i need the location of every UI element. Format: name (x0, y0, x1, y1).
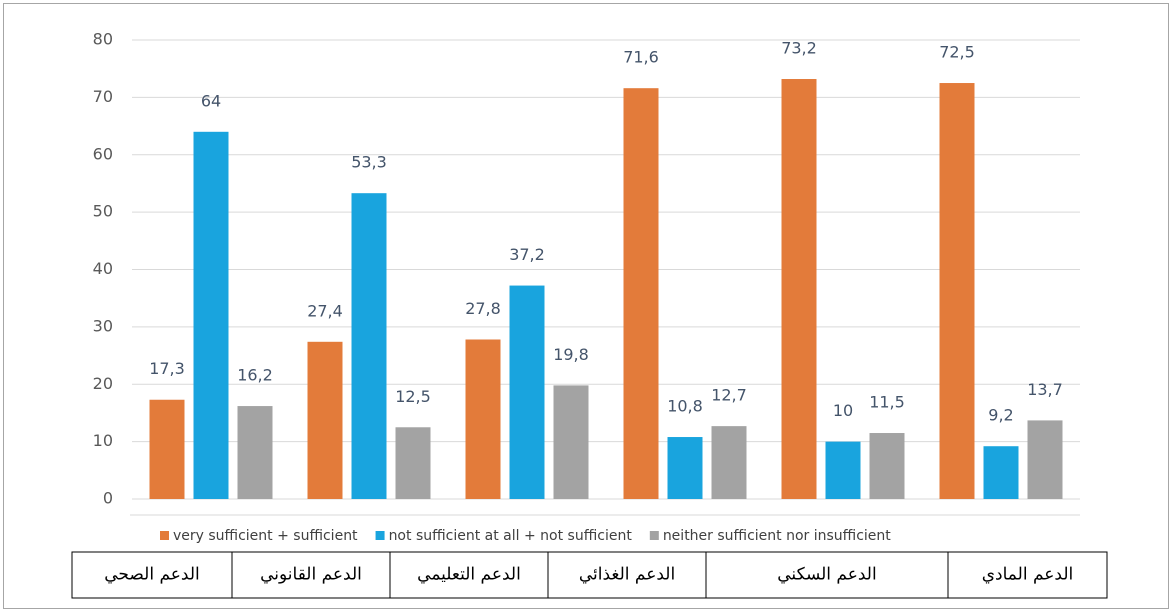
legend-label: not sufficient at all + not sufficient (389, 528, 633, 544)
data-label: 17,3 (149, 359, 185, 378)
data-label: 27,4 (307, 301, 343, 320)
data-label: 53,3 (351, 153, 387, 172)
legend-swatch (375, 531, 385, 540)
y-tick-label: 50 (93, 202, 113, 221)
frame (3, 3, 1169, 609)
bar (193, 131, 229, 500)
data-label: 72,5 (939, 43, 975, 62)
bar (869, 433, 905, 499)
bar (307, 341, 343, 499)
data-label: 71,6 (623, 48, 659, 67)
data-label: 12,5 (395, 387, 431, 406)
data-label: 10,8 (667, 397, 703, 416)
bar (149, 399, 185, 499)
bar (395, 427, 431, 499)
bar (781, 79, 817, 499)
category-label: الدعم المادي (982, 565, 1073, 585)
data-label: 19,8 (553, 345, 589, 364)
y-tick-label: 80 (93, 30, 113, 49)
data-label: 12,7 (711, 386, 747, 405)
bar (939, 83, 975, 499)
category-label: الدعم الصحي (104, 565, 199, 585)
data-label: 27,8 (465, 299, 501, 318)
data-label: 10 (833, 401, 853, 420)
y-tick-label: 40 (93, 259, 113, 278)
data-label: 64 (201, 91, 221, 110)
bar (825, 441, 861, 499)
bar (237, 406, 273, 499)
data-label: 37,2 (509, 245, 545, 264)
y-tick-label: 20 (93, 374, 113, 393)
data-label: 11,5 (869, 393, 905, 412)
table-border (71, 551, 1108, 599)
category-label: الدعم القانوني (260, 565, 362, 585)
legend-swatch (649, 531, 659, 540)
y-tick-label: 70 (93, 87, 113, 106)
bar (623, 88, 659, 499)
bar (509, 285, 545, 499)
legend-label: very sufficient + sufficient (173, 528, 358, 544)
legend-label: neither sufficient nor insufficient (663, 528, 891, 544)
data-label: 16,2 (237, 366, 273, 385)
y-tick-label: 0 (103, 489, 113, 508)
y-tick-label: 60 (93, 144, 113, 163)
y-tick-label: 10 (93, 431, 113, 450)
bar (553, 385, 589, 499)
category-label: الدعم الغذائي (579, 565, 675, 585)
bar (1027, 420, 1063, 499)
bar (667, 437, 703, 499)
data-label: 9,2 (988, 406, 1013, 425)
category-label: الدعم التعليمي (417, 565, 521, 585)
data-label: 73,2 (781, 39, 817, 58)
bar (983, 446, 1019, 499)
bar (465, 339, 501, 499)
data-label: 13,7 (1027, 380, 1063, 399)
category-label: الدعم السكني (777, 565, 876, 585)
bar (351, 193, 387, 499)
y-tick-label: 30 (93, 316, 113, 335)
legend-swatch (160, 531, 169, 540)
bar (711, 426, 747, 499)
